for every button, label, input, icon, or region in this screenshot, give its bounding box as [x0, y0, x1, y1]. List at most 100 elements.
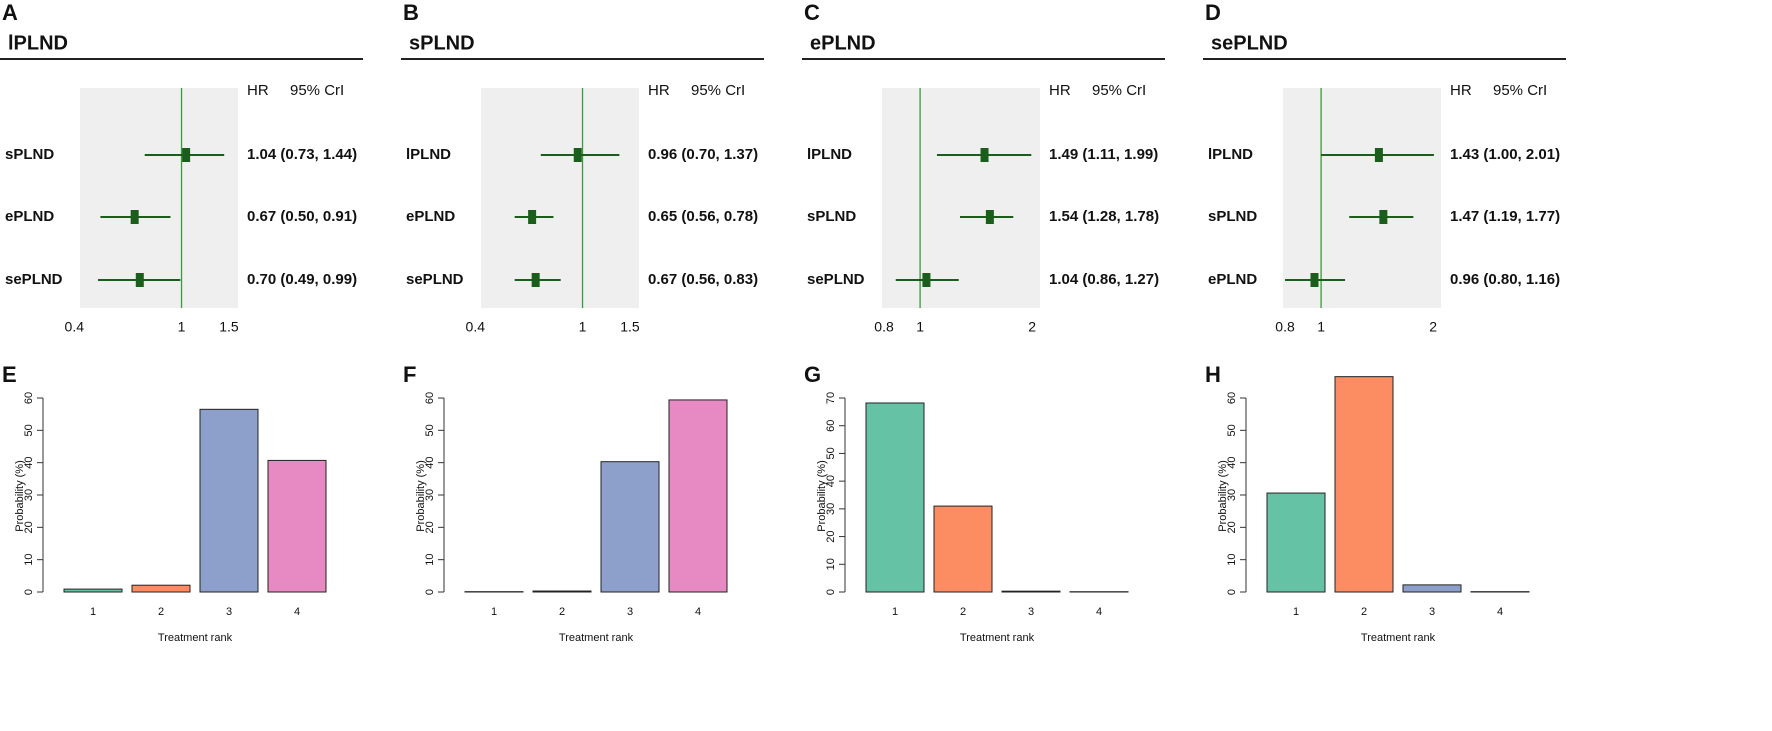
value-label: 0.96 (0.70, 1.37)	[648, 146, 758, 163]
x-tick-label: 1	[579, 319, 587, 335]
x-tick-label: 4	[1497, 606, 1503, 618]
value-label: 1.04 (0.86, 1.27)	[1049, 271, 1159, 288]
x-tick-label: 1	[90, 606, 96, 618]
y-tick-label: 0	[23, 589, 35, 595]
x-tick-label: 4	[1096, 606, 1102, 618]
x-tick-label: 2	[1028, 319, 1036, 335]
x-tick-label: 2	[1429, 319, 1437, 335]
plot-area	[882, 88, 1040, 308]
y-tick-label: 30	[23, 489, 35, 501]
hr-marker	[531, 273, 540, 287]
panel-letter: C	[804, 0, 820, 25]
x-tick-label: 0.4	[466, 319, 486, 335]
y-axis-label: Probability (%)	[1217, 460, 1229, 532]
row-label: sePLND	[5, 271, 63, 288]
value-label: 1.04 (0.73, 1.44)	[247, 146, 357, 163]
y-tick-label: 20	[424, 521, 436, 533]
bar	[1266, 492, 1326, 593]
header-cri: 95% CrI	[691, 82, 745, 99]
x-tick-label: 3	[1429, 606, 1435, 618]
plot-area	[80, 88, 238, 308]
bar	[1334, 376, 1394, 593]
y-tick-label: 60	[1226, 392, 1238, 404]
panel-title: sPLND	[409, 32, 475, 54]
y-tick-label: 50	[23, 424, 35, 436]
row-label: sPLND	[5, 146, 54, 163]
y-tick-label: 30	[1226, 489, 1238, 501]
x-tick-label: 3	[226, 606, 232, 618]
bar	[1402, 584, 1462, 593]
y-tick-label: 50	[1226, 424, 1238, 436]
value-label: 0.96 (0.80, 1.16)	[1450, 271, 1560, 288]
hr-marker	[1310, 273, 1319, 287]
row-label: sePLND	[807, 271, 865, 288]
x-axis-label: Treatment rank	[158, 632, 233, 644]
y-tick-label: 30	[424, 489, 436, 501]
header-cri: 95% CrI	[290, 82, 344, 99]
bar	[131, 584, 191, 593]
hr-marker	[1374, 148, 1383, 162]
y-tick-label: 10	[825, 558, 837, 570]
panel-letter: H	[1205, 362, 1221, 387]
panel-letter: F	[403, 362, 416, 387]
value-label: 1.49 (1.11, 1.99)	[1049, 146, 1158, 163]
y-tick-label: 60	[825, 420, 837, 432]
row-label: ePLND	[1208, 271, 1257, 288]
x-tick-label: 1	[1293, 606, 1299, 618]
x-tick-label: 2	[158, 606, 164, 618]
x-tick-label: 1.5	[620, 319, 640, 335]
y-tick-label: 0	[825, 589, 837, 595]
value-label: 0.70 (0.49, 0.99)	[247, 271, 357, 288]
bar	[63, 588, 123, 593]
row-label: sPLND	[807, 208, 856, 225]
row-label: ePLND	[5, 208, 54, 225]
panel-letter: D	[1205, 0, 1221, 25]
x-tick-label: 2	[1361, 606, 1367, 618]
x-tick-label: 2	[559, 606, 565, 618]
y-tick-label: 40	[825, 475, 837, 487]
x-axis-label: Treatment rank	[559, 632, 634, 644]
hr-marker	[135, 273, 144, 287]
y-tick-label: 20	[23, 521, 35, 533]
header-hr: HR	[1049, 82, 1071, 99]
y-tick-label: 0	[1226, 589, 1238, 595]
x-tick-label: 0.8	[1275, 319, 1295, 335]
y-tick-label: 40	[23, 457, 35, 469]
bar	[865, 402, 925, 593]
header-hr: HR	[1450, 82, 1472, 99]
y-tick-label: 0	[424, 589, 436, 595]
x-tick-label: 2	[960, 606, 966, 618]
y-tick-label: 50	[424, 424, 436, 436]
x-axis-label: Treatment rank	[1361, 632, 1436, 644]
bar	[199, 408, 259, 593]
y-tick-label: 60	[23, 392, 35, 404]
y-tick-label: 50	[825, 447, 837, 459]
panel-letter: G	[804, 362, 821, 387]
bar	[600, 461, 660, 593]
panel-title: lPLND	[8, 32, 68, 54]
bar	[668, 399, 728, 593]
y-tick-label: 30	[825, 503, 837, 515]
header-cri: 95% CrI	[1493, 82, 1547, 99]
panel-letter: E	[2, 362, 17, 387]
hr-marker	[528, 210, 537, 224]
row-label: lPLND	[807, 146, 852, 163]
x-tick-label: 4	[695, 606, 701, 618]
y-tick-label: 40	[1226, 457, 1238, 469]
bar	[933, 505, 993, 593]
x-tick-label: 1	[892, 606, 898, 618]
y-tick-label: 40	[424, 457, 436, 469]
hr-marker	[985, 210, 994, 224]
hr-marker	[182, 148, 191, 162]
row-label: ePLND	[406, 208, 455, 225]
row-label: sPLND	[1208, 208, 1257, 225]
x-tick-label: 3	[627, 606, 633, 618]
x-tick-label: 0.8	[874, 319, 894, 335]
panel-letter: A	[2, 0, 18, 25]
y-axis-label: Probability (%)	[14, 460, 26, 532]
header-cri: 95% CrI	[1092, 82, 1146, 99]
x-axis-label: Treatment rank	[960, 632, 1035, 644]
x-tick-label: 1	[1317, 319, 1325, 335]
y-tick-label: 20	[825, 530, 837, 542]
value-label: 1.47 (1.19, 1.77)	[1450, 208, 1560, 225]
